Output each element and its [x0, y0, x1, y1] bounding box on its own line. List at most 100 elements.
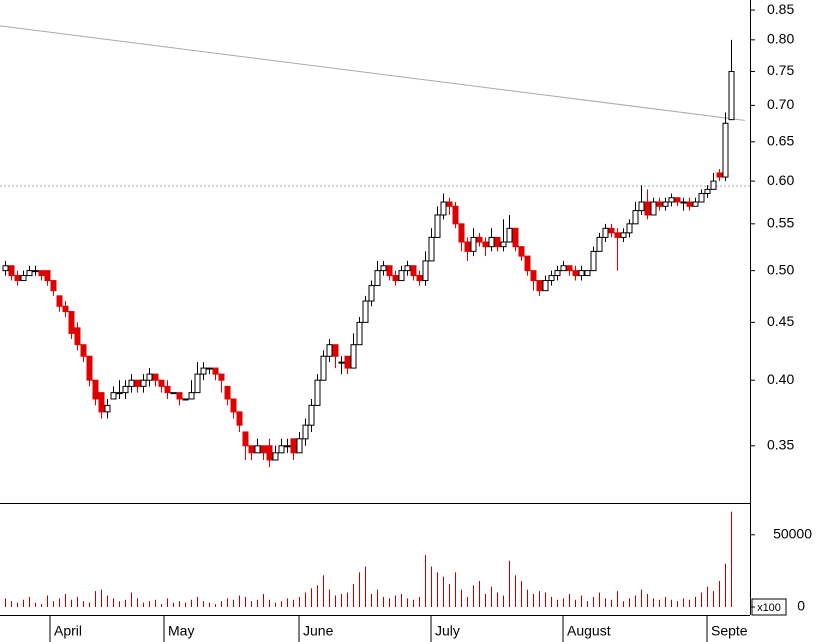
candle-body — [722, 122, 729, 178]
candle-body — [158, 379, 165, 387]
candle-body — [578, 270, 585, 277]
candle-body — [536, 280, 543, 292]
candle-body — [164, 385, 171, 394]
candle-body — [422, 260, 429, 282]
y-tick-label: 0.85 — [767, 1, 794, 17]
candle-body — [596, 236, 603, 252]
candle-body — [254, 445, 261, 454]
candle-body — [56, 295, 63, 307]
candle-body — [476, 236, 483, 243]
candle-body — [470, 236, 477, 252]
candle-body — [80, 344, 87, 357]
y-tick-label: 0.75 — [767, 62, 794, 78]
volume-tick-label: 50000 — [773, 525, 812, 541]
candle-body — [290, 438, 297, 454]
candle-body — [236, 411, 243, 426]
candle-body — [86, 355, 93, 381]
candle-body — [482, 241, 489, 248]
candle-body — [452, 205, 459, 225]
candle-body — [44, 270, 51, 282]
candle-body — [644, 201, 651, 216]
candle-body — [8, 265, 15, 277]
candle-body — [272, 452, 279, 461]
candle-body — [530, 270, 537, 282]
candle-body — [92, 379, 99, 400]
candle-body — [620, 232, 627, 238]
candle-body — [146, 373, 153, 381]
candle-body — [284, 445, 291, 448]
candle-body — [392, 275, 399, 282]
y-tick-label: 0.80 — [767, 31, 794, 47]
candle-body — [710, 180, 717, 190]
candle-body — [506, 227, 513, 243]
candle-body — [350, 344, 357, 369]
candle-body — [248, 445, 255, 454]
candle-body — [518, 246, 525, 257]
candle-body — [104, 404, 111, 413]
candle-body — [386, 265, 393, 277]
candle-body — [488, 236, 495, 248]
candle-body — [368, 285, 375, 302]
candle-body — [344, 355, 351, 369]
candle-body — [278, 445, 285, 454]
candle-body — [716, 172, 723, 178]
candle-body — [212, 367, 219, 375]
candle-body — [668, 197, 675, 203]
candle-body — [242, 431, 249, 447]
candle-body — [362, 300, 369, 323]
candle-body — [458, 223, 465, 243]
candle-body — [692, 201, 699, 207]
candle-body — [524, 255, 531, 272]
candle-body — [38, 270, 45, 277]
candle-body — [512, 227, 519, 248]
candle-body — [542, 280, 549, 292]
candle-body — [182, 398, 189, 401]
x-tick-label: Septe — [711, 623, 748, 639]
y-tick-label: 0.60 — [767, 172, 794, 188]
x-tick-label: May — [168, 623, 194, 639]
x-tick-label: July — [435, 623, 460, 639]
candle-body — [176, 392, 183, 400]
candle-body — [560, 265, 567, 272]
candle-body — [356, 321, 363, 346]
candle-body — [218, 373, 225, 381]
candle-body — [14, 275, 21, 282]
candle-body — [32, 270, 39, 273]
candle-body — [188, 392, 195, 400]
candle-body — [440, 201, 447, 216]
y-tick-label: 0.40 — [767, 371, 794, 387]
candle-body — [398, 270, 405, 282]
x-tick-label: April — [54, 623, 82, 639]
candle-body — [434, 214, 441, 238]
x-tick-label: June — [303, 623, 334, 639]
candle-body — [308, 404, 315, 426]
candle-body — [656, 201, 663, 207]
candle-body — [200, 367, 207, 375]
candle-body — [128, 379, 135, 387]
candle-body — [296, 438, 303, 454]
candle-body — [464, 241, 471, 252]
candle-body — [374, 270, 381, 287]
candle-body — [122, 385, 129, 394]
candle-body — [698, 193, 705, 203]
candle-body — [704, 188, 711, 195]
candle-body — [260, 445, 267, 454]
candle-body — [404, 265, 411, 272]
candle-body — [572, 270, 579, 277]
y-tick-label: 0.50 — [767, 261, 794, 277]
candle-body — [554, 270, 561, 277]
candle-body — [338, 361, 345, 364]
trend-line — [0, 25, 745, 121]
candle-body — [170, 392, 177, 395]
candle-body — [416, 275, 423, 282]
candle-body — [302, 424, 309, 440]
candle-body — [446, 201, 453, 207]
candle-body — [326, 344, 333, 357]
candle-body — [584, 270, 591, 277]
candle-body — [320, 355, 327, 381]
candle-body — [632, 210, 639, 225]
candle-body — [110, 392, 117, 400]
candle-body — [626, 223, 633, 234]
